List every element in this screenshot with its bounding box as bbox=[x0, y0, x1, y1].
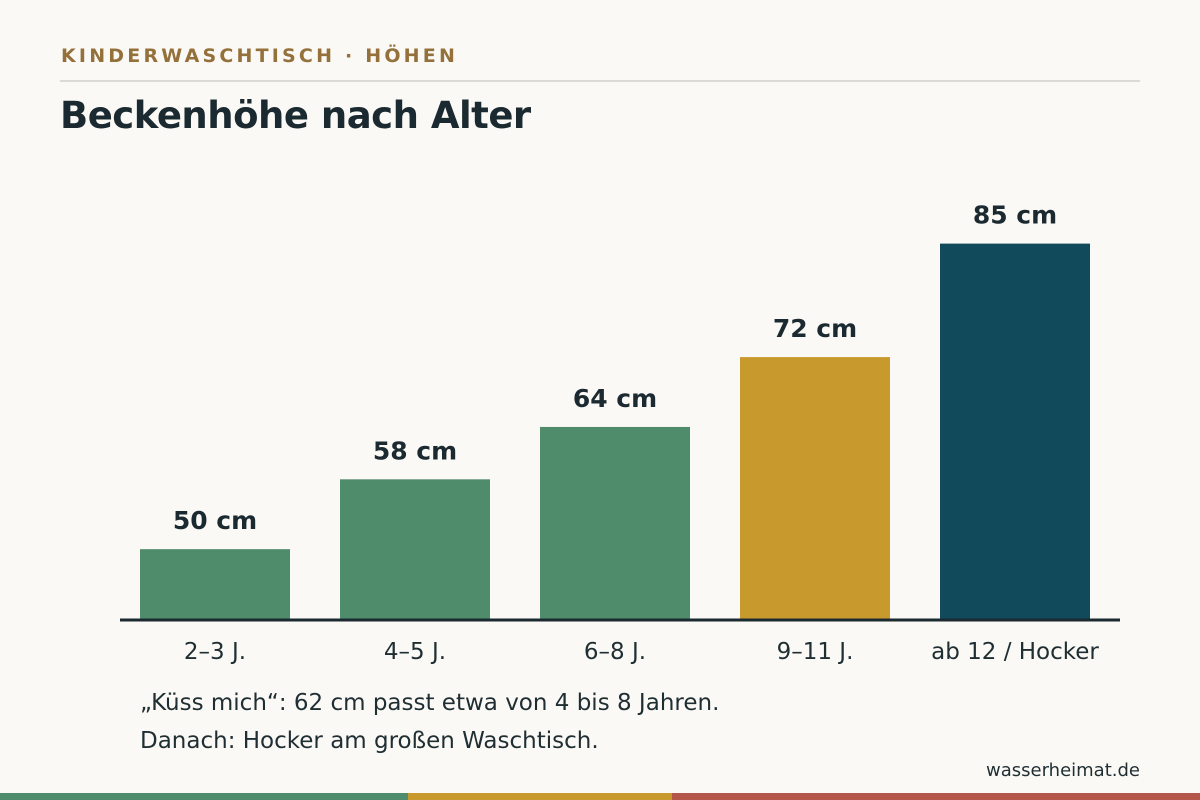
x-tick-label-4: 9–11 J. bbox=[777, 639, 854, 665]
header-divider bbox=[60, 80, 1140, 82]
bar-2 bbox=[340, 479, 490, 619]
x-tick-label-1: 2–3 J. bbox=[184, 639, 246, 665]
x-tick-label-3: 6–8 J. bbox=[584, 639, 646, 665]
footer-stripe-red bbox=[672, 793, 1200, 800]
x-tick-label-5: ab 12 / Hocker bbox=[931, 639, 1099, 665]
source-credit: wasserheimat.de bbox=[986, 760, 1140, 781]
footer-stripe-green bbox=[0, 793, 408, 800]
note-line-2: Danach: Hocker am großen Waschtisch. bbox=[140, 728, 599, 754]
bar-value-label-1: 50 cm bbox=[173, 506, 257, 535]
footer-stripe-gold bbox=[408, 793, 672, 800]
bar-value-label-2: 58 cm bbox=[373, 436, 457, 465]
bar-value-label-5: 85 cm bbox=[973, 201, 1057, 230]
x-tick-label-2: 4–5 J. bbox=[384, 639, 446, 665]
bar-value-label-4: 72 cm bbox=[773, 314, 857, 343]
chart-kicker: KINDERWASCHTISCH · HÖHEN bbox=[61, 45, 459, 67]
chart-title: Beckenhöhe nach Alter bbox=[60, 94, 531, 137]
bar-value-label-3: 64 cm bbox=[573, 384, 657, 413]
bar-1 bbox=[140, 549, 290, 619]
note-line-1: „Küss mich“: 62 cm passt etwa von 4 bis … bbox=[140, 690, 720, 716]
bar-4 bbox=[740, 357, 890, 619]
bar-3 bbox=[540, 426, 690, 619]
bar-5 bbox=[940, 243, 1090, 620]
